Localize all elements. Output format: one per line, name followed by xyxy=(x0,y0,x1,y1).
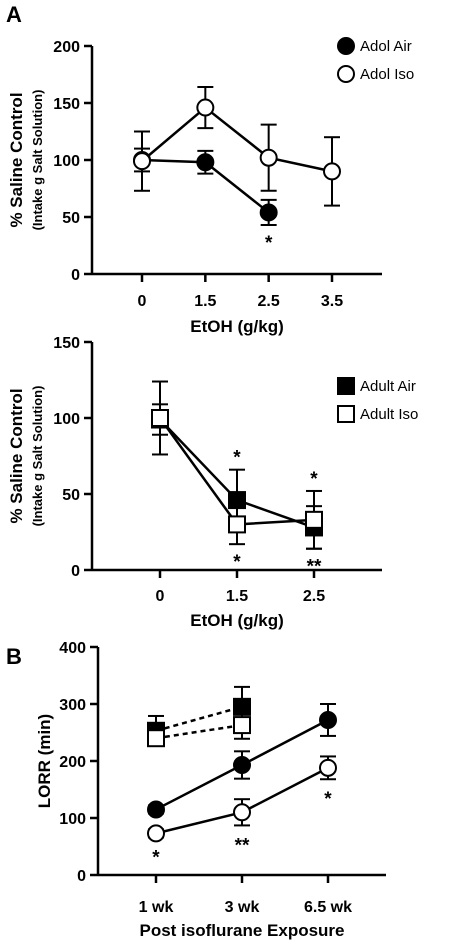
panel-letter: B xyxy=(6,644,22,669)
chart-panel-2: 0 50 100 150 0 1.5 2.5 EtOH (g/kg) % Saline Cont… xyxy=(7,335,418,630)
y-tick-label: 100 xyxy=(53,153,80,170)
y-tick-label: 100 xyxy=(59,811,86,828)
y-tick-label: 0 xyxy=(71,563,80,580)
data-point xyxy=(233,755,251,774)
legend-label: Adol Iso xyxy=(360,66,414,83)
data-point xyxy=(147,800,165,819)
series-line-2 xyxy=(141,105,333,173)
data-point xyxy=(233,803,251,822)
y-axis-subtitle: (Intake g Salt Solution) xyxy=(30,386,45,527)
x-tick-label: 2.5 xyxy=(303,588,325,605)
significance-marker: * xyxy=(324,789,332,810)
legend: Adult Air Adult Iso xyxy=(337,377,418,423)
x-tick-label: 0 xyxy=(138,293,147,310)
x-tick-label: 0 xyxy=(156,588,165,605)
legend-label: Adult Iso xyxy=(360,406,418,423)
significance-marker: * xyxy=(233,448,241,469)
significance-marker: ** xyxy=(235,835,250,856)
series-line-2 xyxy=(155,723,243,740)
y-tick-label: 200 xyxy=(53,39,80,56)
data-point xyxy=(259,203,278,222)
y-tick-label: 300 xyxy=(59,697,86,714)
significance-marker: * xyxy=(310,469,318,490)
x-tick-label: 3.5 xyxy=(321,293,343,310)
y-tick-label: 400 xyxy=(59,640,86,657)
data-point xyxy=(319,710,337,729)
data-point xyxy=(196,153,215,172)
legend-label: Adult Air xyxy=(360,378,416,395)
y-axis-title: % Saline Control xyxy=(7,92,26,227)
significance-marker: * xyxy=(233,552,241,573)
significance-marker: * xyxy=(152,847,160,868)
y-tick-label: 0 xyxy=(77,868,86,885)
data-point xyxy=(228,515,246,534)
legend: Adol Air Adol Iso xyxy=(337,37,414,83)
data-point xyxy=(319,758,337,777)
x-tick-label: 1 wk xyxy=(139,899,174,916)
data-point xyxy=(196,98,215,117)
data-point xyxy=(323,162,341,181)
significance-marker: * xyxy=(265,233,273,254)
data-point xyxy=(233,716,251,735)
data-point xyxy=(259,148,278,167)
y-tick-label: 50 xyxy=(62,210,80,227)
data-point xyxy=(147,729,165,748)
y-axis-title: LORR (min) xyxy=(35,714,54,808)
y-axis-title: % Saline Control xyxy=(7,388,26,523)
chart-panel-1: A 0 50 100 150 200 0 1.5 2.5 3.5 EtOH (g/kg) % Sali… xyxy=(6,2,414,336)
data-point xyxy=(151,409,169,427)
series-line-1 xyxy=(155,705,243,732)
x-axis-title: EtOH (g/kg) xyxy=(190,317,284,336)
x-tick-label: 3 wk xyxy=(225,899,260,916)
data-point xyxy=(305,510,323,529)
data-point xyxy=(133,152,151,171)
y-axis-subtitle: (Intake g Salt Solution) xyxy=(30,90,45,231)
x-tick-label: 2.5 xyxy=(258,293,280,310)
chart-panel-3: B 0 100 200 300 400 1 wk 3 wk 6.5 wk Post isoflur… xyxy=(6,640,386,940)
x-tick-label: 1.5 xyxy=(226,588,248,605)
y-tick-label: 150 xyxy=(53,96,80,113)
y-tick-label: 0 xyxy=(71,267,80,284)
x-tick-label: 1.5 xyxy=(194,293,216,310)
x-tick-label: 6.5 wk xyxy=(304,899,352,916)
y-tick-label: 50 xyxy=(62,487,80,504)
legend-marker xyxy=(337,377,355,395)
legend-marker xyxy=(337,37,355,55)
x-axis-title: Post isoflurane Exposure xyxy=(140,921,345,940)
legend-label: Adol Air xyxy=(360,38,412,55)
data-point xyxy=(147,824,165,843)
panel-letter: A xyxy=(6,2,22,27)
significance-marker: ** xyxy=(307,557,322,578)
legend-marker xyxy=(337,65,355,83)
y-tick-label: 200 xyxy=(59,754,86,771)
legend-marker xyxy=(337,405,355,423)
y-tick-label: 150 xyxy=(53,335,80,352)
y-tick-label: 100 xyxy=(53,411,80,428)
x-axis-title: EtOH (g/kg) xyxy=(190,611,284,630)
